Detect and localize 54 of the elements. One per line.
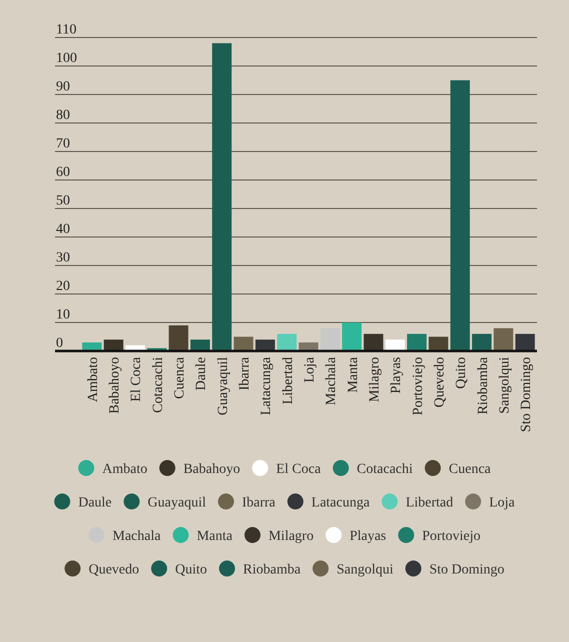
- legend-label: Cotacachi: [356, 462, 413, 477]
- x-tick-label: Manta: [346, 356, 361, 393]
- x-tick-label: Loja: [302, 356, 318, 383]
- legend-label: Quito: [175, 562, 208, 578]
- y-tick-label: 110: [56, 22, 76, 38]
- legend-label: Playas: [350, 529, 386, 544]
- x-tick-label: Cotacachi: [150, 356, 166, 413]
- legend-label: Cuenca: [448, 462, 492, 477]
- legend-label: Sto Domingo: [429, 562, 504, 578]
- y-tick-label: 90: [56, 80, 70, 94]
- x-tick-label: Quito: [454, 357, 470, 389]
- x-tick-label: Ibarra: [238, 356, 253, 390]
- x-tick-label: Sto Domingo: [519, 357, 534, 432]
- y-tick-label: 20: [56, 279, 70, 294]
- x-tick-label: Guayaquil: [216, 356, 231, 416]
- x-tick-label: Babahoyo: [108, 357, 123, 414]
- y-tick-label: 80: [56, 108, 70, 123]
- x-tick-label: Ambato: [86, 357, 101, 402]
- x-tick-label: Daule: [194, 357, 210, 390]
- legend-label: Loja: [489, 496, 516, 510]
- x-tick-label: Libertad: [280, 357, 296, 404]
- legend-label: Sangolqui: [336, 562, 394, 578]
- y-tick-label: 30: [56, 250, 70, 266]
- legend-label: Quevedo: [88, 562, 140, 578]
- legend-label: Daule: [78, 496, 112, 510]
- legend-label: Guayaquil: [148, 496, 206, 510]
- legend-label: Milagro: [268, 529, 314, 544]
- x-tick-label: Quevedo: [432, 357, 448, 408]
- x-tick-label: Portoviejo: [410, 357, 426, 416]
- y-tick-label: 40: [56, 222, 70, 237]
- legend-label: Manta: [196, 529, 234, 544]
- y-tick-label: 100: [56, 51, 77, 66]
- legend-label: Libertad: [406, 496, 454, 510]
- x-tick-label: Playas: [389, 357, 404, 394]
- legend-label: Ibarra: [242, 496, 276, 510]
- x-tick-label: Riobamba: [476, 356, 491, 415]
- y-tick-label: 50: [56, 194, 70, 208]
- legend-label: El Coca: [276, 462, 322, 477]
- legend-label: Latacunga: [311, 496, 370, 510]
- x-tick-label: Machala: [324, 356, 340, 406]
- legend-label: Riobamba: [243, 562, 302, 578]
- y-tick-label: 0: [56, 336, 63, 351]
- legend-label: Babahoyo: [183, 462, 240, 477]
- y-tick-label: 70: [56, 136, 70, 152]
- x-tick-label: El Coca: [129, 356, 144, 402]
- x-tick-label: Cuenca: [172, 356, 188, 399]
- x-tick-label: Milagro: [367, 357, 382, 402]
- legend-label: Machala: [112, 529, 162, 544]
- x-tick-label: Sangolqui: [497, 356, 512, 414]
- y-tick-label: 60: [56, 165, 70, 180]
- x-tick-label: Latacunga: [259, 356, 274, 416]
- y-tick-label: 10: [56, 308, 70, 322]
- legend-label: Portoviejo: [422, 529, 480, 544]
- legend-label: Ambato: [102, 462, 148, 477]
